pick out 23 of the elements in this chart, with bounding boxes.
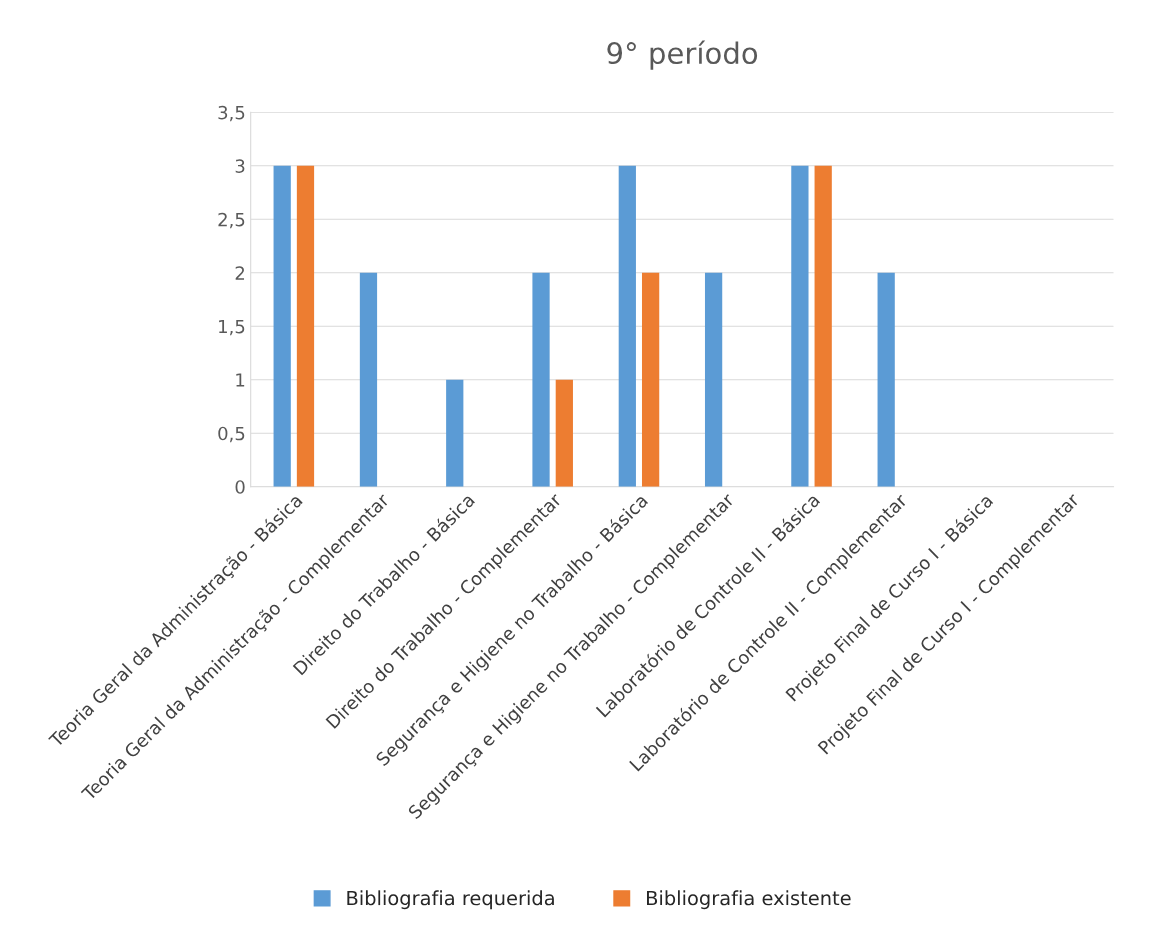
y-tick-label: 0: [235, 480, 245, 494]
y-tick-label: 3: [235, 159, 245, 173]
bar: [296, 165, 315, 487]
bar: [555, 379, 573, 487]
bar: [446, 379, 464, 487]
y-tick-label: 0,5: [218, 426, 245, 443]
bar: [359, 272, 378, 487]
y-tick-label: 2: [235, 266, 245, 280]
bar: [641, 272, 660, 487]
bar: [814, 165, 832, 487]
bar: [532, 272, 550, 487]
legend-label: Bibliografia requerida: [347, 890, 554, 910]
bar: [877, 272, 895, 487]
legend-label: Bibliografia existente: [647, 890, 851, 910]
y-tick-label: 2,5: [218, 212, 245, 229]
y-tick-label: 1,5: [219, 319, 245, 336]
y-tick-label: 3,5: [218, 105, 245, 122]
bar: [791, 165, 809, 487]
bar: [704, 272, 723, 487]
y-tick-label: 1: [236, 373, 245, 387]
bar: [618, 165, 636, 487]
chart-title: 9° período: [607, 40, 758, 70]
bar: [273, 165, 291, 487]
